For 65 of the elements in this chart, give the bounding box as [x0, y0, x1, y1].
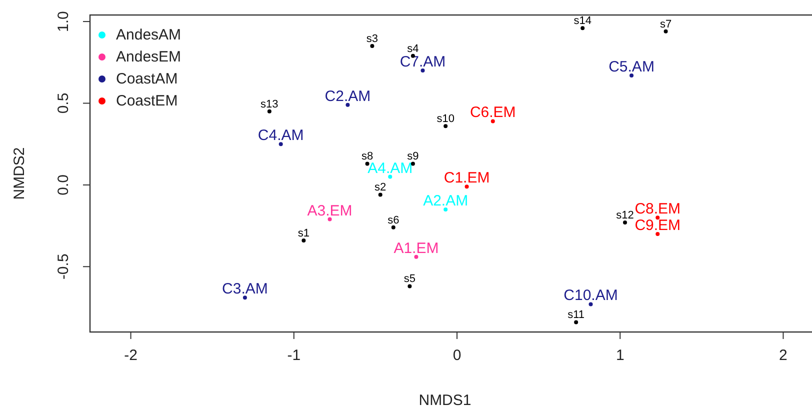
point: [656, 232, 660, 236]
point: [623, 220, 628, 225]
data-label: s10: [436, 113, 454, 126]
x-axis-title: NMDS1: [418, 392, 472, 409]
y-tick-label: -0.5: [55, 254, 72, 280]
data-label: C10.AM: [564, 287, 618, 304]
data-label: A3.EM: [307, 202, 352, 220]
data-label: C1.EM: [444, 170, 490, 187]
data-label: C3.AM: [222, 280, 268, 298]
point: [444, 207, 448, 212]
data-label: C6.EM: [470, 104, 516, 122]
data-label: s11: [568, 309, 585, 322]
data-label: s7: [660, 18, 672, 30]
point: [420, 68, 425, 73]
y-tick-label: 0.5: [55, 92, 72, 114]
point: [574, 320, 578, 324]
y-tick-label: 0.0: [55, 174, 72, 196]
point: [630, 73, 634, 78]
x-tick-label: -2: [124, 347, 138, 364]
data-label: s6: [388, 214, 400, 226]
x-tick-label: 0: [452, 347, 462, 364]
data-label: s13: [260, 98, 278, 110]
x-tick-label: -1: [287, 347, 301, 364]
data-label: s3: [366, 33, 378, 46]
point: [414, 254, 418, 259]
point: [391, 225, 396, 230]
data-label: s5: [404, 273, 416, 286]
point: [242, 296, 247, 300]
legend-label: AndesAM: [116, 26, 182, 44]
point: [664, 29, 668, 34]
data-label: C4.AM: [258, 127, 304, 144]
data-label: s14: [574, 15, 592, 28]
point: [580, 26, 585, 30]
data-label: s12: [616, 210, 634, 222]
legend-label: AndesEM: [116, 48, 182, 66]
data-label: C2.AM: [324, 88, 371, 105]
point: [588, 302, 593, 306]
x-tick-label: 1: [616, 347, 624, 364]
point: [490, 119, 495, 124]
data-label: C5.AM: [608, 58, 654, 76]
data-label: A4.AM: [368, 160, 413, 177]
point: [278, 142, 283, 146]
data-label: s2: [374, 182, 386, 194]
data-label: C7.AM: [400, 54, 446, 71]
point: [408, 284, 412, 288]
y-axis-title: NMDS2: [11, 147, 28, 200]
data-label: C9.EM: [634, 216, 681, 234]
legend-label: CoastEM: [116, 92, 178, 110]
y-tick-label: 1.0: [55, 11, 72, 32]
point: [302, 238, 306, 242]
point: [444, 124, 448, 128]
point: [346, 102, 350, 107]
x-tick-label: 2: [779, 347, 788, 364]
legend-label: CoastAM: [116, 70, 178, 88]
point: [328, 217, 332, 222]
point: [388, 174, 392, 179]
point: [464, 184, 469, 189]
data-label: A2.AM: [423, 192, 468, 210]
point: [378, 192, 382, 197]
data-label: s1: [298, 227, 310, 240]
data-label: s4: [407, 42, 419, 55]
point: [370, 44, 374, 48]
data-label: C8.EM: [634, 200, 681, 218]
point: [267, 109, 272, 114]
data-label: A1.EM: [394, 240, 439, 257]
